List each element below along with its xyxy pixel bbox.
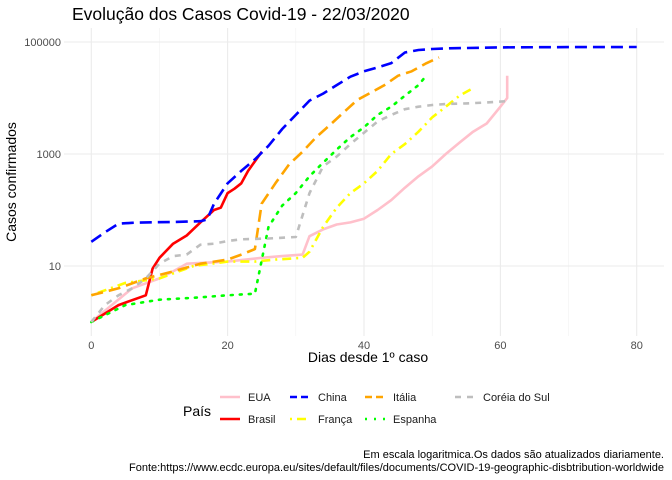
y-tick-label: 1000 [37, 149, 61, 161]
series-line-china [90, 45, 637, 243]
caption-line-2: Fonte:https://www.ecdc.europa.eu/sites/d… [129, 462, 664, 474]
legend-label: França [318, 414, 353, 426]
y-axis: 10 1000 100000 [24, 37, 61, 273]
legend-label: Itália [393, 392, 417, 404]
legend-title: País [183, 403, 211, 419]
x-axis: 0 20 40 60 80 [88, 340, 643, 352]
series-lines [90, 45, 637, 324]
chart-title: Evolução dos Casos Covid-19 - 22/03/2020 [72, 4, 410, 24]
x-axis-label: Dias desde 1º caso [308, 349, 429, 365]
legend-label: China [318, 392, 348, 404]
series-line-eua [90, 75, 509, 324]
legend-label: EUA [248, 392, 271, 404]
y-tick-label: 10 [49, 261, 61, 273]
x-tick-label: 0 [88, 340, 94, 352]
series-line-itália [90, 56, 440, 297]
legend-label: Brasil [248, 414, 276, 426]
series-line-frança [90, 86, 474, 297]
y-axis-label: Casos confirmados [3, 122, 19, 242]
x-tick-label: 20 [222, 340, 234, 352]
x-tick-label: 80 [631, 340, 643, 352]
grid [64, 28, 664, 336]
caption-line-1: Em escala logaritmica.Os dados são atual… [363, 449, 664, 461]
legend: País EUA Brasil China França Itália Espanha Co… [183, 392, 550, 426]
legend-label: Espanha [393, 414, 437, 426]
y-tick-label: 100000 [24, 37, 61, 49]
x-tick-label: 40 [358, 340, 370, 352]
x-tick-label: 60 [494, 340, 506, 352]
series-line-coréia-do-sul [90, 99, 508, 323]
legend-label: Coréia do Sul [483, 392, 550, 404]
